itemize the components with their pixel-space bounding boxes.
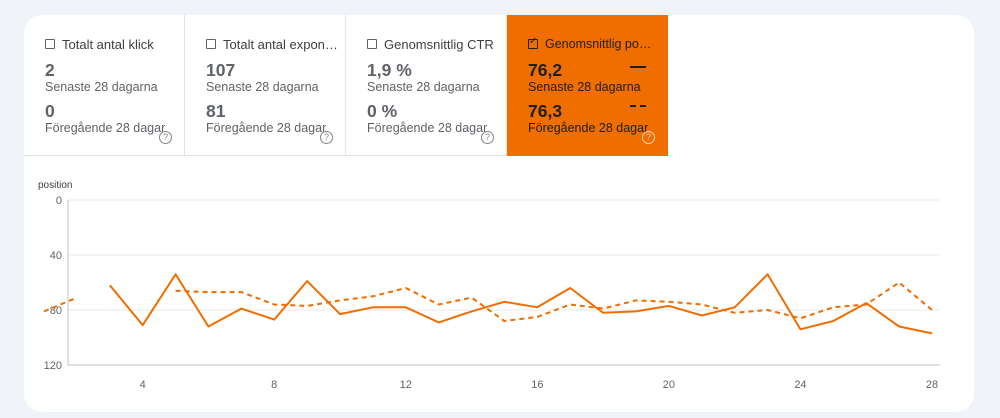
current-period-line xyxy=(109,273,933,335)
checkbox-total-impressions[interactable] xyxy=(206,39,216,49)
metric-previous-value: 81 xyxy=(206,101,226,121)
metric-previous-value: 0 % xyxy=(367,101,398,121)
metric-current-label: Senaste 28 dagarna xyxy=(45,80,158,94)
previous-period-line xyxy=(175,281,933,322)
x-tick-label: 4 xyxy=(140,379,146,391)
metric-previous-value: 0 xyxy=(45,101,55,121)
y-tick-label: 120 xyxy=(44,360,62,372)
help-circle-icon[interactable]: ? xyxy=(320,131,333,144)
metric-total-impressions[interactable]: Totalt antal exponeringar 107 Senaste 28… xyxy=(185,15,346,156)
checkbox-average-ctr[interactable] xyxy=(367,39,377,49)
metric-current-label: Senaste 28 dagarna xyxy=(367,80,480,94)
x-tick-label: 28 xyxy=(926,379,938,391)
help-circle-icon[interactable]: ? xyxy=(642,131,655,144)
x-tick-label: 8 xyxy=(271,379,277,391)
x-tick-label: 24 xyxy=(794,379,806,391)
y-axis-title: position xyxy=(38,180,72,191)
metric-previous-value: 76,3 xyxy=(528,101,563,121)
checkbox-average-position[interactable]: ✓ xyxy=(528,36,538,49)
performance-card: Totalt antal klick 2 Senaste 28 dagarna … xyxy=(24,15,974,412)
x-tick-label: 12 xyxy=(400,379,412,391)
legend-dashed-line xyxy=(630,105,646,107)
check-icon: ✓ xyxy=(529,36,538,47)
y-tick-label: 0 xyxy=(56,195,62,207)
metric-previous-label: Föregående 28 dagar xyxy=(367,121,488,135)
metric-previous-label: Föregående 28 dagar xyxy=(206,121,327,135)
previous-period-line xyxy=(43,296,78,313)
help-circle-icon[interactable]: ? xyxy=(159,131,172,144)
checkbox-total-clicks[interactable] xyxy=(45,39,55,49)
metric-total-clicks[interactable]: Totalt antal klick 2 Senaste 28 dagarna … xyxy=(24,15,185,156)
metric-previous-label: Föregående 28 dagar xyxy=(45,121,166,135)
y-tick-label: 40 xyxy=(50,250,62,262)
metric-current-value: 107 xyxy=(206,60,236,80)
x-tick-label: 20 xyxy=(663,379,675,391)
metric-current-value: 76,2 xyxy=(528,60,563,80)
metric-current-value: 1,9 % xyxy=(367,60,412,80)
metric-current-label: Senaste 28 dagarna xyxy=(528,80,641,94)
metric-current-label: Senaste 28 dagarna xyxy=(206,80,319,94)
x-tick-label: 16 xyxy=(531,379,543,391)
metric-current-value: 2 xyxy=(45,60,55,80)
metric-tabs: Totalt antal klick 2 Senaste 28 dagarna … xyxy=(24,15,668,156)
help-circle-icon[interactable]: ? xyxy=(481,131,494,144)
metric-average-ctr[interactable]: Genomsnittlig CTR 1,9 % Senaste 28 dagar… xyxy=(346,15,507,156)
metric-average-position[interactable]: ✓ Genomsnittlig position 76,2 Senaste 28… xyxy=(507,15,668,156)
metric-previous-label: Föregående 28 dagar xyxy=(528,121,649,135)
legend-solid-line xyxy=(630,66,646,68)
